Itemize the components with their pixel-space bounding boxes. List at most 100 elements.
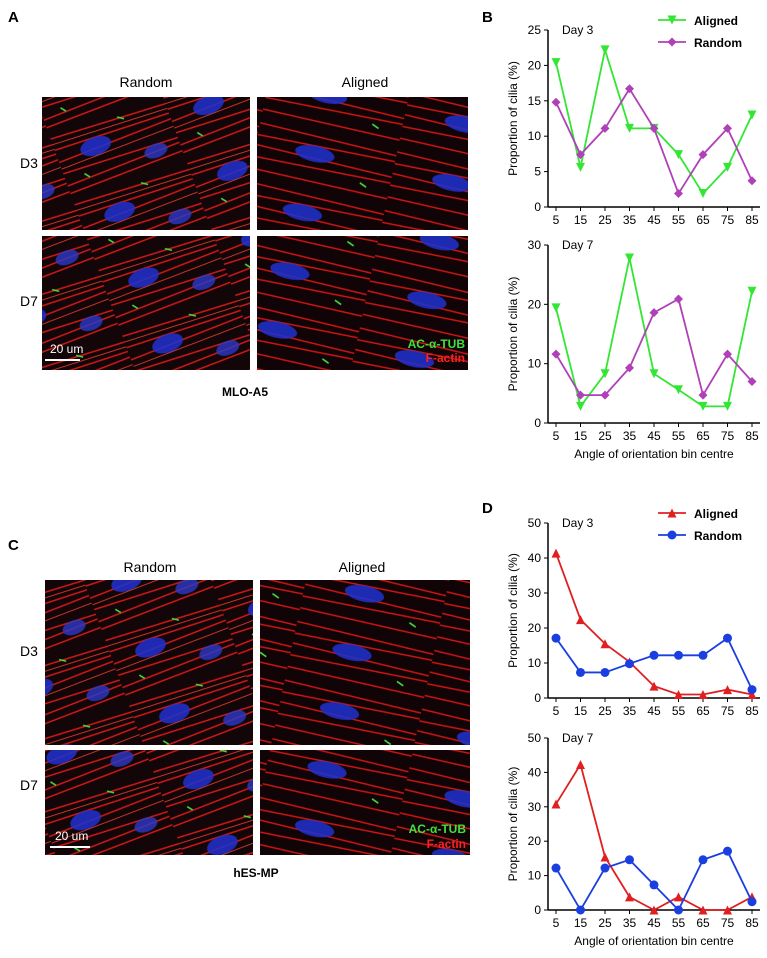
y-tick-label: 10 bbox=[528, 357, 542, 371]
x-tick-label: 65 bbox=[696, 429, 710, 443]
y-tick-label: 0 bbox=[534, 200, 541, 214]
x-tick-label: 85 bbox=[745, 704, 759, 718]
marker bbox=[747, 690, 757, 699]
x-tick-label: 15 bbox=[574, 429, 588, 443]
y-axis-label: Proportion of cilia (%) bbox=[506, 277, 520, 392]
marker bbox=[723, 846, 732, 856]
x-tick-label: 75 bbox=[721, 429, 735, 443]
marker bbox=[649, 681, 659, 691]
y-tick-label: 20 bbox=[528, 834, 542, 848]
column-header: Aligned bbox=[339, 559, 386, 575]
marker bbox=[649, 308, 659, 318]
marker bbox=[698, 150, 708, 160]
marker bbox=[674, 650, 683, 660]
marker bbox=[698, 855, 708, 865]
panel-label: D bbox=[482, 500, 493, 517]
marker bbox=[551, 303, 561, 313]
column-header: Random bbox=[120, 74, 173, 90]
chart-title: Day 3 bbox=[562, 516, 594, 530]
marker bbox=[723, 349, 732, 359]
marker bbox=[747, 286, 757, 296]
x-tick-label: 35 bbox=[623, 429, 637, 443]
x-tick-label: 45 bbox=[647, 429, 661, 443]
marker bbox=[551, 97, 561, 107]
marker bbox=[625, 253, 634, 263]
x-tick-label: 25 bbox=[598, 429, 612, 443]
marker bbox=[649, 369, 659, 379]
marker bbox=[551, 799, 561, 809]
row-header: D7 bbox=[20, 777, 38, 793]
y-tick-label: 30 bbox=[528, 586, 542, 600]
x-tick-label: 5 bbox=[553, 704, 560, 718]
y-tick-label: 0 bbox=[534, 691, 541, 705]
marker bbox=[747, 685, 757, 695]
micrograph bbox=[45, 750, 253, 855]
marker bbox=[674, 905, 683, 915]
marker bbox=[698, 690, 708, 699]
marker bbox=[649, 880, 659, 890]
marker bbox=[625, 84, 634, 94]
x-tick-label: 5 bbox=[553, 429, 560, 443]
y-tick-label: 50 bbox=[528, 516, 542, 530]
x-tick-label: 55 bbox=[672, 213, 686, 227]
micrograph bbox=[42, 97, 250, 230]
cell-line: hES-MP bbox=[233, 866, 278, 880]
marker bbox=[747, 897, 757, 907]
x-tick-label: 35 bbox=[623, 916, 637, 930]
micrograph bbox=[42, 236, 250, 370]
stain-label: F-actin bbox=[427, 837, 466, 851]
chart-title: Day 7 bbox=[562, 731, 594, 745]
marker bbox=[600, 369, 610, 379]
y-tick-label: 15 bbox=[528, 94, 542, 108]
marker bbox=[723, 401, 732, 411]
x-tick-label: 65 bbox=[696, 704, 710, 718]
marker bbox=[723, 685, 732, 695]
x-axis-label: Angle of orientation bin centre bbox=[574, 934, 734, 948]
marker bbox=[600, 123, 610, 133]
marker bbox=[625, 892, 634, 902]
x-tick-label: 25 bbox=[598, 916, 612, 930]
x-tick-label: 15 bbox=[574, 916, 588, 930]
stain-label: AC-α-TUB bbox=[408, 337, 466, 351]
marker bbox=[551, 633, 561, 643]
marker bbox=[625, 659, 634, 669]
marker bbox=[674, 892, 683, 902]
x-tick-label: 85 bbox=[745, 429, 759, 443]
micrograph bbox=[45, 580, 253, 745]
marker bbox=[649, 905, 659, 915]
x-tick-label: 55 bbox=[672, 916, 686, 930]
marker bbox=[674, 189, 683, 199]
marker bbox=[747, 110, 757, 120]
x-tick-label: 45 bbox=[647, 704, 661, 718]
marker bbox=[698, 650, 708, 660]
legend-label: Random bbox=[694, 36, 742, 50]
y-tick-label: 20 bbox=[528, 58, 542, 72]
y-tick-label: 10 bbox=[528, 869, 542, 883]
marker bbox=[674, 690, 683, 699]
micrograph bbox=[257, 236, 468, 370]
y-tick-label: 10 bbox=[528, 129, 542, 143]
y-axis-label: Proportion of cilia (%) bbox=[506, 767, 520, 882]
marker bbox=[625, 855, 634, 865]
y-tick-label: 25 bbox=[528, 23, 542, 37]
x-tick-label: 25 bbox=[598, 704, 612, 718]
row-header: D3 bbox=[20, 643, 38, 659]
marker bbox=[576, 401, 585, 411]
marker bbox=[698, 189, 708, 199]
x-tick-label: 75 bbox=[721, 916, 735, 930]
marker bbox=[667, 15, 677, 25]
y-axis-label: Proportion of cilia (%) bbox=[506, 553, 520, 668]
y-tick-label: 40 bbox=[528, 551, 542, 565]
marker bbox=[600, 390, 610, 400]
x-tick-label: 85 bbox=[745, 213, 759, 227]
x-tick-label: 45 bbox=[647, 916, 661, 930]
cell-line: MLO-A5 bbox=[222, 385, 268, 399]
y-tick-label: 5 bbox=[534, 165, 541, 179]
y-tick-label: 30 bbox=[528, 238, 542, 252]
stain-label: F-actin bbox=[426, 351, 465, 365]
x-tick-label: 65 bbox=[696, 213, 710, 227]
marker bbox=[600, 639, 610, 649]
micrograph bbox=[260, 750, 470, 855]
marker bbox=[600, 863, 610, 873]
scale-label: 20 um bbox=[50, 342, 83, 356]
